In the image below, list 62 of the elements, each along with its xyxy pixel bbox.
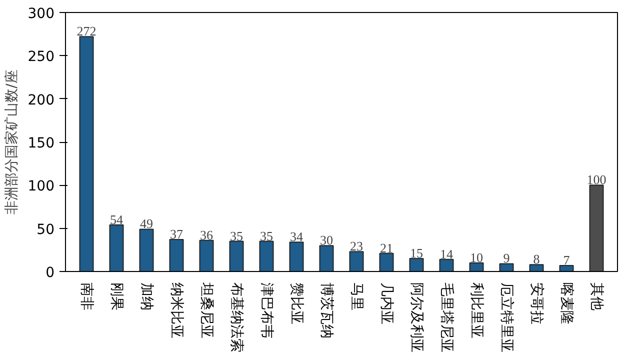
data-label: 7: [563, 252, 570, 268]
x-tick-label: 阿尔及利亚: [408, 282, 424, 352]
bar: [349, 251, 364, 272]
bar: [439, 258, 454, 272]
data-label: 10: [470, 250, 483, 265]
x-tick-label: 赞比亚: [288, 282, 304, 324]
bar: [529, 264, 544, 272]
data-label: 100: [586, 172, 606, 188]
x-tick-label: 加纳: [138, 282, 154, 310]
bar: [589, 184, 604, 272]
data-label: 35: [260, 228, 273, 244]
bar: [169, 239, 184, 272]
bar: [199, 240, 214, 272]
bar: [139, 228, 154, 272]
x-tick-label: 其他: [588, 282, 604, 310]
data-label: 34: [290, 229, 304, 244]
x-tick-label: 纳米比亚: [168, 282, 184, 338]
data-label: 54: [110, 212, 124, 227]
bar: [499, 263, 514, 272]
x-tick-label: 南非: [78, 282, 94, 310]
bar: [229, 240, 244, 272]
bar: [409, 258, 424, 272]
y-tick-label: 100: [28, 178, 55, 195]
x-tick-label: 津巴布韦: [258, 282, 274, 338]
y-tick-label: 200: [28, 92, 55, 108]
x-tick-label: 刚果: [108, 282, 124, 310]
data-label: 272: [76, 24, 96, 39]
bar: [319, 245, 334, 272]
x-tick-label: 安哥拉: [528, 282, 544, 324]
bar: [469, 262, 484, 272]
bar: [559, 264, 574, 272]
data-label: 36: [200, 227, 214, 242]
y-tick-label: 150: [28, 136, 55, 152]
data-label: 49: [140, 216, 153, 232]
data-label: 8: [533, 252, 540, 267]
x-tick-label: 坦桑尼亚: [198, 282, 214, 338]
y-axis-title: 非洲部分国家矿山数/座: [4, 70, 20, 214]
y-tick-label: 300: [28, 6, 55, 22]
x-tick-label: 马里: [348, 282, 364, 310]
data-label: 30: [320, 232, 333, 248]
x-tick-label: 厄立特里亚: [498, 282, 514, 352]
data-label: 9: [503, 250, 510, 266]
data-label: 37: [170, 226, 184, 242]
x-tick-label: 利比里亚: [468, 282, 484, 338]
data-label: 15: [410, 246, 423, 261]
bar: [379, 252, 394, 272]
data-label: 23: [350, 238, 363, 254]
x-tick-label: 毛里塔尼亚: [438, 282, 454, 352]
x-tick-label: 博茨瓦纳: [318, 282, 334, 338]
y-tick-label: 250: [28, 49, 55, 66]
bar: [289, 242, 304, 272]
x-tick-label: 布基纳法索: [228, 282, 244, 352]
bar: [79, 36, 94, 272]
data-label: 14: [440, 246, 454, 262]
y-tick-label: 0: [46, 265, 55, 281]
bar: [259, 240, 274, 272]
data-label: 21: [380, 240, 393, 256]
data-label: 35: [230, 228, 243, 244]
x-tick-label: 几内亚: [378, 282, 394, 324]
y-tick-label: 50: [36, 222, 55, 238]
bar: [109, 224, 124, 272]
x-tick-label: 喀麦隆: [558, 282, 574, 324]
